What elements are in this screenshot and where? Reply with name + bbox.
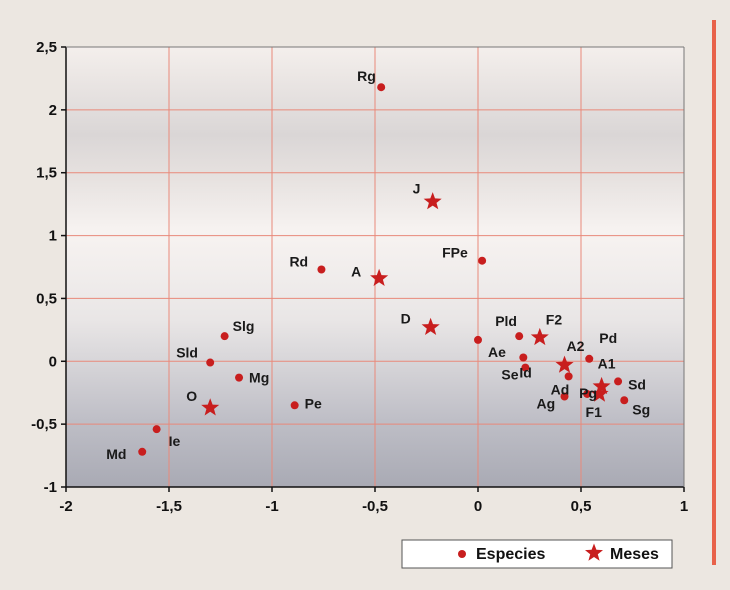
axes (61, 46, 685, 492)
legend-label-meses: Meses (610, 546, 659, 563)
point-label-rg: Rg (357, 68, 376, 84)
point-label-fpe: FPe (442, 245, 468, 261)
dot-point-fpe (478, 256, 487, 265)
dot-point-pld (515, 332, 524, 341)
y-tick-label: 0,5 (36, 290, 57, 307)
y-tick-label: -1 (44, 479, 57, 496)
point-label-slg: Slg (233, 318, 255, 334)
grid-lines (66, 47, 684, 487)
x-tick-label: 0,5 (571, 498, 592, 515)
star-point-a2 (555, 355, 574, 373)
point-label-j: J (413, 181, 421, 197)
point-label-mg: Mg (249, 370, 269, 386)
y-tick-label: 2,5 (36, 39, 57, 56)
point-label-f1: F1 (586, 404, 603, 420)
legend-box (401, 539, 673, 569)
dot-point-ae (474, 335, 482, 344)
point-label-d: D (401, 310, 411, 326)
x-tick-label: 0 (474, 498, 482, 515)
point-label-ie: Ie (169, 433, 181, 449)
y-tick-label: 1 (49, 228, 57, 245)
star-point-o (201, 398, 220, 416)
point-label-sg: Sg (632, 401, 650, 417)
point-label-a2: A2 (567, 338, 585, 354)
star-point-f1 (590, 384, 609, 402)
x-tick-label: 1 (680, 498, 688, 515)
dot-point-id (519, 353, 528, 362)
y-tick-label: 0 (49, 353, 57, 370)
star-point-j (423, 192, 442, 210)
page-edge-stripe (712, 20, 716, 565)
legend: Especies Meses (401, 539, 673, 569)
x-tick-label: -0,5 (362, 498, 388, 515)
y-tick-label: -0,5 (31, 416, 57, 433)
point-label-pe: Pe (305, 395, 322, 411)
star-point-a (370, 268, 389, 286)
dot-point-pd (585, 354, 594, 363)
dot-point-slg (220, 332, 229, 341)
legend-label-especies: Especies (476, 546, 545, 563)
legend-dot-marker (458, 550, 466, 558)
dot-point-pe (290, 401, 299, 410)
point-label-se: Se (501, 367, 518, 383)
dot-point-pg (583, 389, 592, 398)
dot-point-md (138, 447, 147, 456)
dot-point-rg (377, 83, 386, 92)
point-label-id: Id (519, 365, 531, 381)
point-label-md: Md (106, 446, 126, 462)
point-label-pld: Pld (495, 313, 517, 329)
dot-point-sld (206, 358, 215, 367)
legend-star-marker (585, 543, 603, 561)
point-label-pg: Pg (579, 385, 597, 401)
x-tick-label: -1 (265, 498, 278, 515)
dot-point-sd (614, 377, 623, 386)
star-point-d (421, 317, 440, 335)
point-label-ag: Ag (537, 395, 556, 411)
point-label-ad: Ad (551, 381, 570, 397)
star-point-f2 (530, 327, 549, 346)
point-label-pd: Pd (599, 330, 617, 346)
y-tick-label: 2 (49, 102, 57, 119)
point-label-sd: Sd (628, 376, 646, 392)
point-label-a: A (351, 263, 361, 279)
point-label-o: O (186, 388, 197, 404)
dot-point-ag (560, 392, 569, 401)
point-label-rd: Rd (289, 254, 308, 270)
star-point-a1 (592, 376, 611, 395)
x-tick-label: -1,5 (156, 498, 182, 515)
point-label-a1: A1 (598, 355, 616, 371)
dot-point-mg (235, 373, 244, 382)
dot-point-ie (152, 425, 161, 434)
point-label-sld: Sld (176, 345, 198, 361)
dot-point-rd (317, 265, 326, 274)
y-tick-label: 1,5 (36, 165, 57, 182)
point-label-ae: Ae (488, 344, 506, 360)
tick-labels: -2 -1,5 -1 -0,5 0 0,5 1 -1 -0,5 0 0,5 1 1,5 2 2,5 (31, 39, 688, 515)
dot-point-sg (620, 396, 629, 405)
dot-point-ad (564, 372, 573, 381)
dot-point-se (521, 363, 530, 372)
point-label-f2: F2 (546, 311, 563, 327)
x-tick-label: -2 (59, 498, 72, 515)
